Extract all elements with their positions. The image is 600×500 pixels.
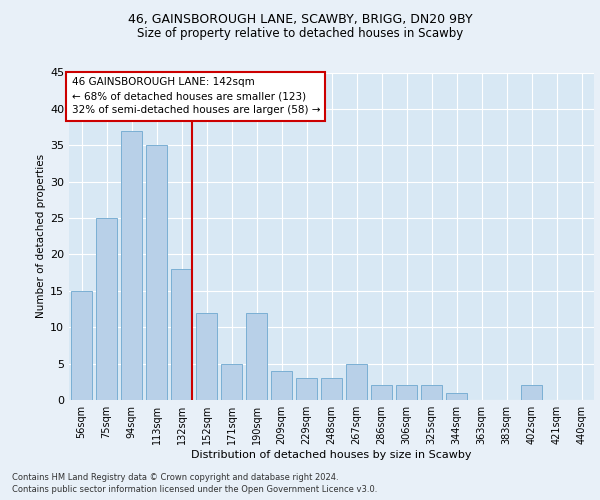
Bar <box>171 269 192 400</box>
Bar <box>71 291 92 400</box>
Bar <box>421 386 442 400</box>
Bar <box>96 218 117 400</box>
Y-axis label: Number of detached properties: Number of detached properties <box>36 154 46 318</box>
Bar <box>296 378 317 400</box>
Bar <box>271 371 292 400</box>
Bar <box>196 312 217 400</box>
Bar <box>146 146 167 400</box>
Bar <box>221 364 242 400</box>
Bar <box>246 312 267 400</box>
Bar <box>321 378 342 400</box>
Text: 46, GAINSBOROUGH LANE, SCAWBY, BRIGG, DN20 9BY: 46, GAINSBOROUGH LANE, SCAWBY, BRIGG, DN… <box>128 12 472 26</box>
Text: Contains public sector information licensed under the Open Government Licence v3: Contains public sector information licen… <box>12 485 377 494</box>
Bar <box>346 364 367 400</box>
Bar <box>396 386 417 400</box>
Bar <box>521 386 542 400</box>
Text: Contains HM Land Registry data © Crown copyright and database right 2024.: Contains HM Land Registry data © Crown c… <box>12 472 338 482</box>
Bar <box>371 386 392 400</box>
X-axis label: Distribution of detached houses by size in Scawby: Distribution of detached houses by size … <box>191 450 472 460</box>
Bar <box>446 392 467 400</box>
Bar <box>121 130 142 400</box>
Text: 46 GAINSBOROUGH LANE: 142sqm
← 68% of detached houses are smaller (123)
32% of s: 46 GAINSBOROUGH LANE: 142sqm ← 68% of de… <box>71 78 320 116</box>
Text: Size of property relative to detached houses in Scawby: Size of property relative to detached ho… <box>137 28 463 40</box>
